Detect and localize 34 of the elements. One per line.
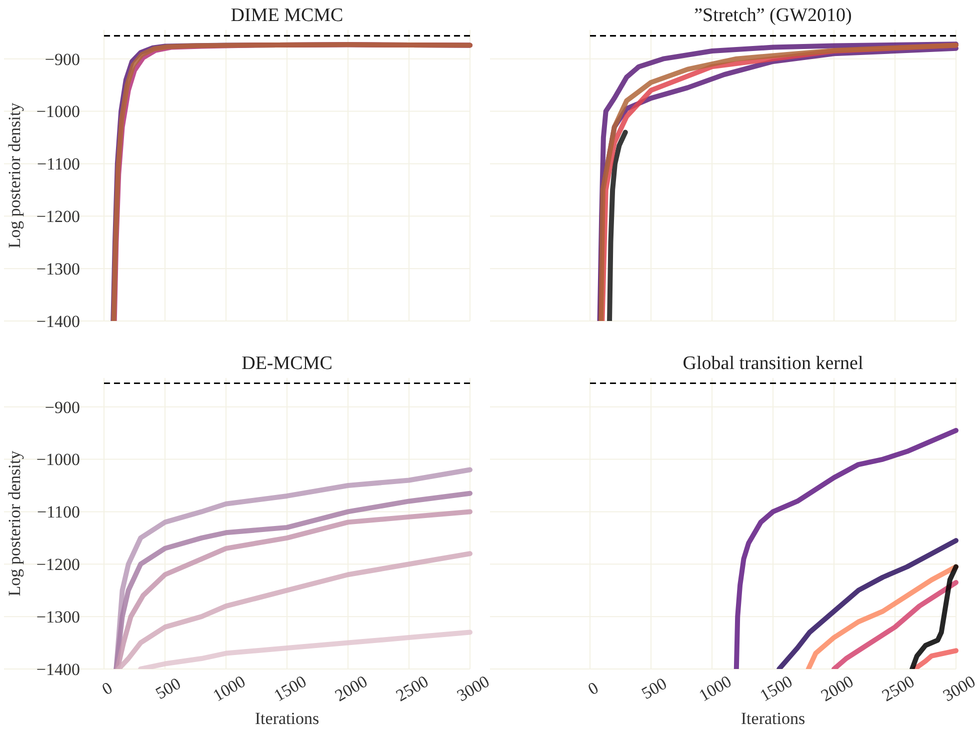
y-tick-label: −1300 xyxy=(36,608,80,627)
y-tick-label: −1400 xyxy=(36,660,80,679)
y-tick-label: −1300 xyxy=(36,260,80,279)
x-tick-label: 0 xyxy=(98,678,116,699)
x-tick-label: 2500 xyxy=(392,672,432,706)
x-tick-label: 2000 xyxy=(332,672,371,706)
chart-title: Global transition kernel xyxy=(682,353,864,374)
x-tick-label: 2000 xyxy=(818,672,857,706)
y-tick-label: −1000 xyxy=(36,450,80,470)
y-axis-title: Log posterior density xyxy=(5,450,24,596)
x-tick-label: 1500 xyxy=(270,672,310,706)
y-tick-label: −1200 xyxy=(36,555,80,574)
y-tick-label: −1100 xyxy=(37,502,80,522)
chart-title: DIME MCMC xyxy=(230,5,344,26)
chart-title: ”Stretch” (GW2010) xyxy=(694,5,852,26)
y-tick-label: −900 xyxy=(44,398,80,417)
x-tick-label: 3000 xyxy=(940,672,979,706)
x-tick-label: 500 xyxy=(152,674,184,704)
y-tick-label: −1200 xyxy=(36,207,80,226)
y-tick-label: −1400 xyxy=(36,312,80,331)
y-tick-label: −1100 xyxy=(37,154,80,174)
x-tick-label: 1500 xyxy=(756,672,796,706)
chart-title: DE-MCMC xyxy=(242,353,332,374)
x-tick-label: 2500 xyxy=(878,672,918,706)
x-tick-label: 500 xyxy=(638,674,670,704)
x-axis-title: Iterations xyxy=(740,709,806,728)
x-tick-label: 1000 xyxy=(210,672,249,706)
x-tick-label: 0 xyxy=(584,678,602,699)
y-tick-label: −1000 xyxy=(36,102,80,122)
x-tick-label: 1000 xyxy=(696,672,735,706)
y-tick-label: −900 xyxy=(44,50,80,69)
x-axis-title: Iterations xyxy=(254,709,320,728)
x-tick-label: 3000 xyxy=(454,672,493,706)
y-axis-title: Log posterior density xyxy=(5,102,24,248)
